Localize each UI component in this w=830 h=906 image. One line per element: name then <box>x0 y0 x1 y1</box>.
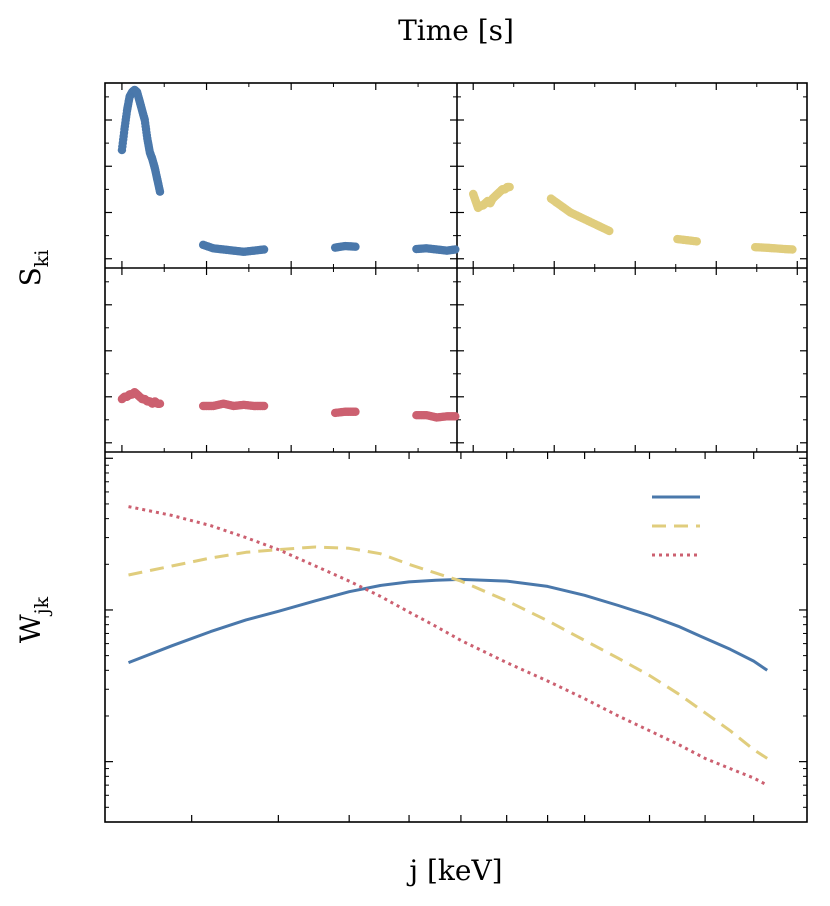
labels: Time [s] j [keV] Ski Wjk <box>14 14 514 887</box>
data-point <box>451 412 460 421</box>
data-point <box>351 407 360 416</box>
bottom-y-axis-label: Wjk <box>14 596 53 643</box>
data-point <box>259 245 269 254</box>
data-point <box>351 242 360 251</box>
data-point <box>692 237 702 246</box>
series-line-k=3 <box>128 505 768 787</box>
data-marks <box>117 85 797 787</box>
series-line-k=1 <box>127 577 769 672</box>
data-point <box>155 399 165 408</box>
s-ki-subscript: ki <box>31 250 53 268</box>
data-point <box>505 182 514 192</box>
bottom-x-axis-label: j [keV] <box>406 854 502 887</box>
top-y-axis-label: Ski <box>14 250 53 287</box>
w-jk-subscript: jk <box>31 596 53 616</box>
data-point <box>605 226 614 236</box>
data-point <box>451 245 460 254</box>
w-jk-main: W <box>14 614 47 643</box>
data-point <box>259 401 269 411</box>
series-line-k=2 <box>128 545 769 760</box>
panels <box>104 82 808 823</box>
data-point <box>788 245 797 254</box>
data-point <box>155 187 165 196</box>
s-ki-main: S <box>14 267 47 286</box>
top-x-axis-label: Time [s] <box>398 14 514 47</box>
